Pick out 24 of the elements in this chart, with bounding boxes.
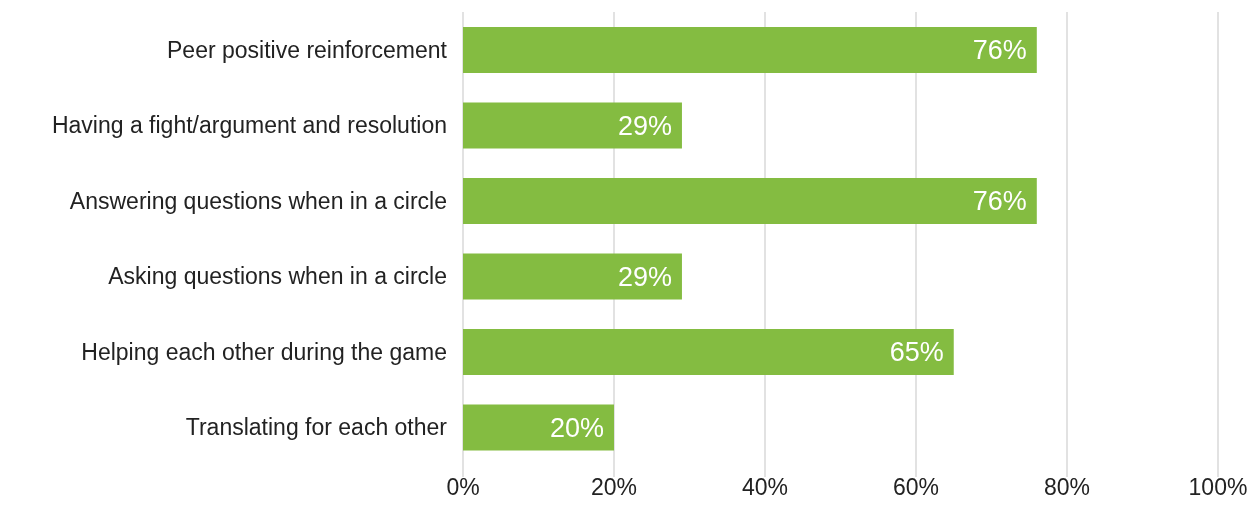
x-tick-label: 100%	[1188, 474, 1248, 501]
y-tick-label: Translating for each other	[185, 414, 448, 441]
data-label: 65%	[889, 337, 944, 368]
y-tick-label: Helping each other during the game	[81, 338, 447, 365]
y-tick-label: Answering questions when in a circle	[69, 187, 447, 214]
y-tick-label: Peer positive reinforcement	[167, 36, 448, 63]
data-label: 76%	[972, 35, 1027, 66]
x-tick-label: 40%	[741, 474, 789, 501]
x-tick-label: 0%	[446, 474, 480, 501]
x-tick-label: 60%	[892, 474, 940, 501]
y-tick-label: Having a fight/argument and resolution	[51, 112, 447, 139]
data-label: 76%	[972, 186, 1027, 217]
x-tick-label: 80%	[1043, 474, 1091, 501]
y-tick-label: Asking questions when in a circle	[108, 263, 447, 290]
bar	[463, 178, 1037, 224]
data-label: 29%	[617, 110, 672, 141]
bar	[463, 27, 1037, 73]
x-tick-label: 20%	[590, 474, 638, 501]
data-label: 20%	[549, 412, 604, 443]
bar	[463, 102, 682, 149]
bar	[463, 253, 682, 300]
data-label: 29%	[617, 261, 672, 292]
bar	[463, 329, 954, 375]
bar	[463, 404, 614, 451]
